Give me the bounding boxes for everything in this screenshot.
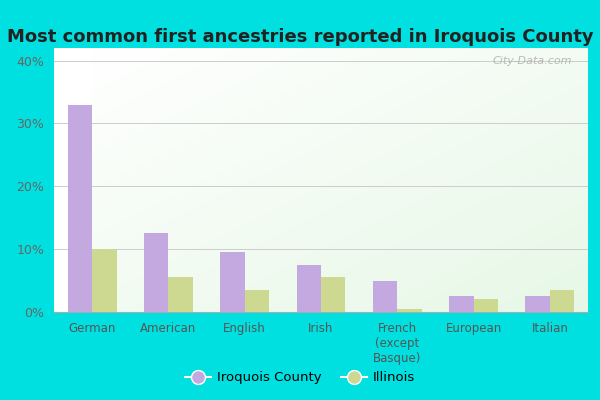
Bar [526, 296, 550, 312]
Bar [144, 234, 169, 312]
Bar [550, 290, 574, 312]
Bar [373, 280, 397, 312]
Bar [169, 278, 193, 312]
Bar [245, 290, 269, 312]
Bar [473, 300, 498, 312]
Bar [220, 252, 245, 312]
Bar [397, 309, 422, 312]
Text: City-Data.com: City-Data.com [493, 56, 572, 66]
Bar [449, 296, 473, 312]
Bar [92, 249, 116, 312]
Legend: Iroquois County, Illinois: Iroquois County, Illinois [180, 366, 420, 390]
Bar [68, 104, 92, 312]
Bar [321, 278, 346, 312]
Bar [296, 265, 321, 312]
Text: Most common first ancestries reported in Iroquois County: Most common first ancestries reported in… [7, 28, 593, 46]
